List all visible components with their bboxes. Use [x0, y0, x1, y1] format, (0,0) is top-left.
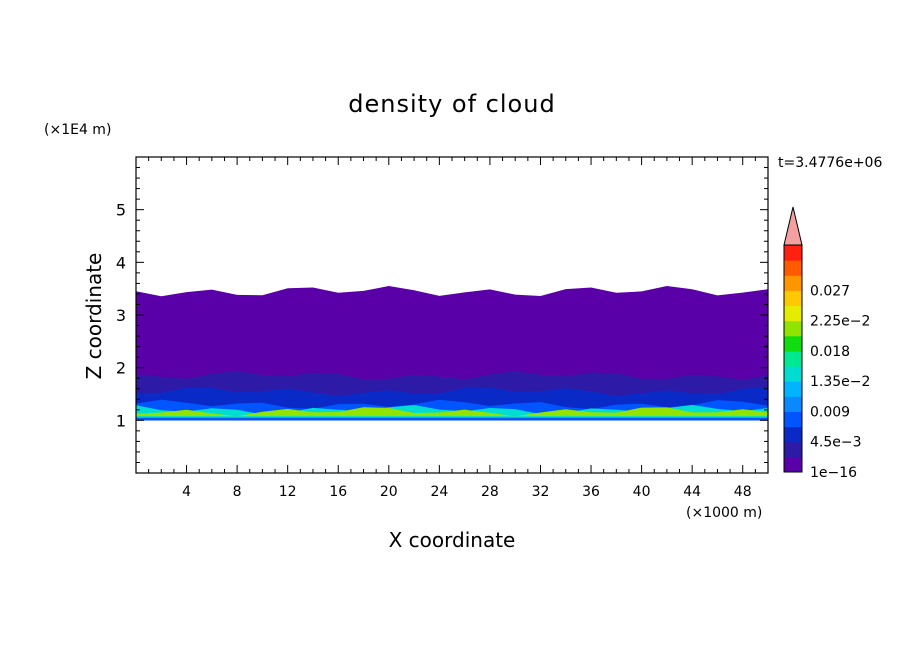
x-tick-label: 36 — [582, 484, 600, 500]
colorbar-segment — [784, 456, 802, 473]
x-tick-label: 4 — [182, 484, 191, 500]
colorbar-segment — [784, 366, 802, 382]
cloud-layer — [136, 407, 768, 417]
colorbar-label: 1e−16 — [810, 465, 857, 481]
x-tick-label: 24 — [430, 484, 448, 500]
colorbar-label: 0.027 — [810, 283, 850, 299]
colorbar-label: 1.35e−2 — [810, 374, 870, 390]
y-tick-label: 5 — [116, 201, 126, 220]
colorbar-segment — [784, 305, 802, 322]
y-tick-label: 4 — [116, 253, 126, 272]
colorbar-label: 4.5e−3 — [810, 435, 862, 451]
colorbar-segment — [784, 335, 802, 352]
x-axis-label: X coordinate — [389, 528, 516, 552]
colorbar-label: 0.018 — [810, 344, 850, 360]
colorbar-segment — [784, 275, 802, 291]
colorbar-segment — [784, 381, 802, 397]
y-tick-label: 2 — [116, 359, 126, 378]
colorbar-extend-arrow — [783, 206, 803, 246]
colorbar-segment — [784, 260, 802, 276]
y-unit-label: (×1E4 m) — [44, 122, 111, 138]
colorbar-label: 0.009 — [810, 404, 850, 420]
plot-area — [136, 286, 768, 421]
x-tick-label: 20 — [380, 484, 398, 500]
x-tick-label: 32 — [532, 484, 550, 500]
colorbar-segment — [784, 426, 802, 443]
colorbar-segment — [784, 245, 802, 261]
y-axis-label: Z coordinate — [82, 253, 106, 380]
x-tick-label: 8 — [233, 484, 242, 500]
colorbar: 0.027 2.25e−2 0.018 1.35e−2 0.009 4.5e−3 1e−16 — [783, 206, 870, 481]
colorbar-segment — [784, 290, 802, 307]
x-tick-label: 48 — [734, 484, 752, 500]
time-label: t=3.4776e+06 — [778, 155, 882, 171]
chart-title: density of cloud — [348, 90, 555, 118]
colorbar-label: 2.25e−2 — [810, 314, 870, 330]
x-tick-label: 28 — [481, 484, 499, 500]
colorbar-segment — [784, 320, 802, 337]
y-tick-label: 1 — [116, 411, 126, 430]
x-tick-label: 44 — [683, 484, 701, 500]
x-unit-label: (×1000 m) — [686, 505, 762, 521]
x-tick-label: 12 — [279, 484, 297, 500]
colorbar-frame — [783, 244, 803, 473]
colorbar-segment — [784, 411, 802, 428]
y-tick-label: 3 — [116, 306, 126, 325]
x-tick-label: 40 — [633, 484, 651, 500]
x-tick-label: 16 — [329, 484, 347, 500]
colorbar-segment — [784, 441, 802, 458]
colorbar-segment — [784, 396, 802, 412]
colorbar-segment — [784, 350, 802, 367]
